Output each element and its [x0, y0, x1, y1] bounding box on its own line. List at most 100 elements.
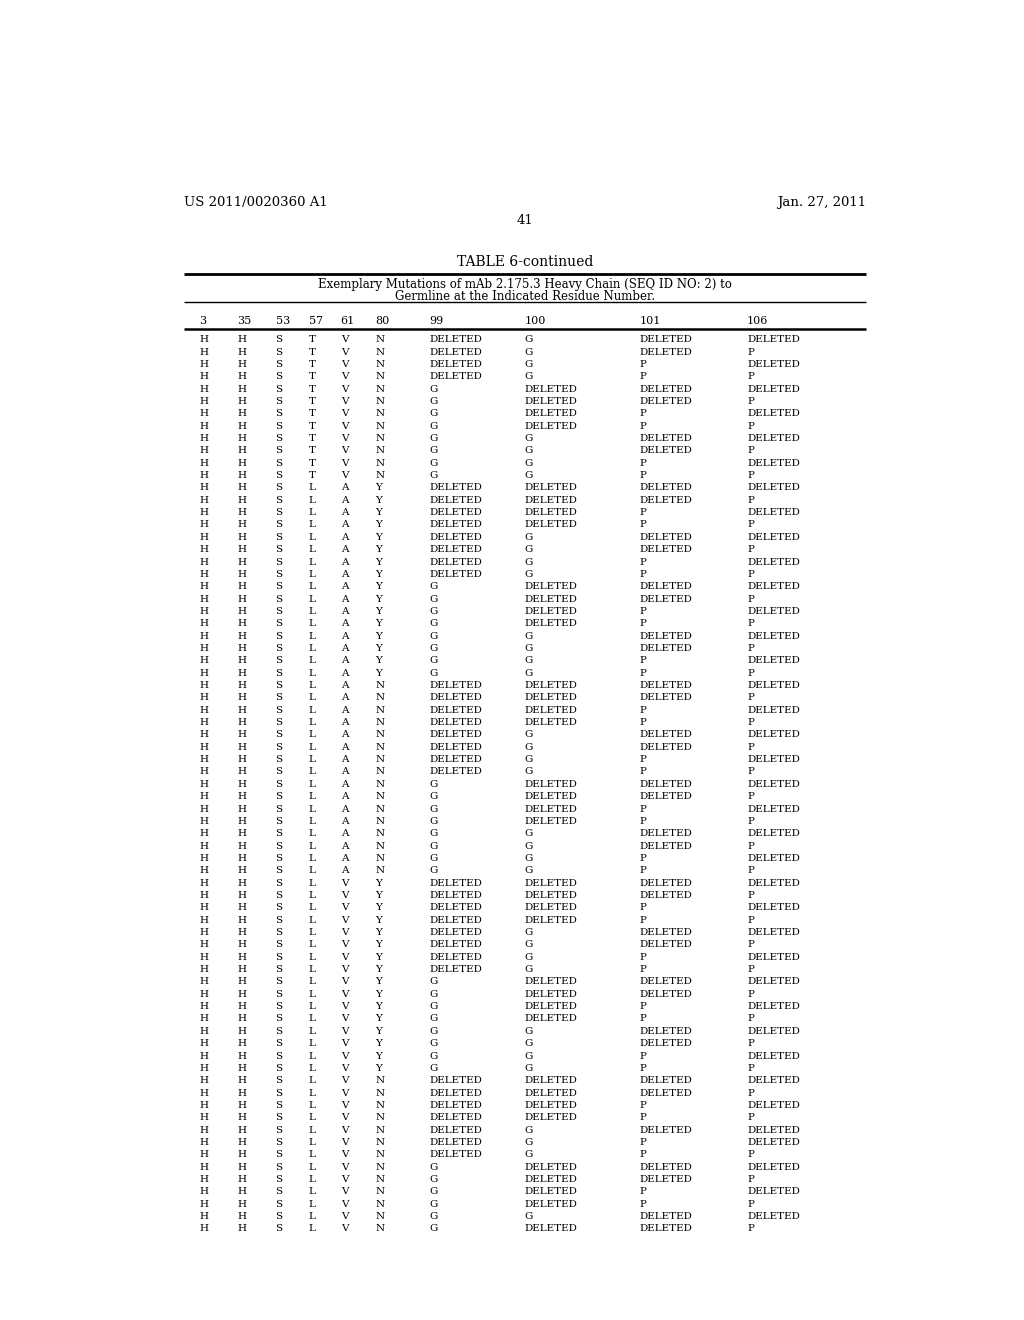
- Text: DELETED: DELETED: [640, 1163, 693, 1172]
- Text: Y: Y: [376, 557, 383, 566]
- Text: T: T: [309, 384, 316, 393]
- Text: N: N: [376, 1188, 385, 1196]
- Text: S: S: [275, 446, 283, 455]
- Text: N: N: [376, 718, 385, 727]
- Text: Y: Y: [376, 1052, 383, 1060]
- Text: L: L: [309, 1002, 315, 1011]
- Text: L: L: [309, 1015, 315, 1023]
- Text: P: P: [748, 817, 754, 826]
- Text: L: L: [309, 570, 315, 579]
- Text: N: N: [376, 421, 385, 430]
- Text: G: G: [430, 1200, 438, 1209]
- Text: P: P: [640, 755, 647, 764]
- Text: G: G: [524, 471, 534, 480]
- Text: S: S: [275, 1188, 283, 1196]
- Text: L: L: [309, 520, 315, 529]
- Text: 35: 35: [238, 315, 252, 326]
- Text: S: S: [275, 1039, 283, 1048]
- Text: H: H: [200, 1212, 209, 1221]
- Text: H: H: [238, 817, 247, 826]
- Text: N: N: [376, 360, 385, 370]
- Text: H: H: [238, 1225, 247, 1233]
- Text: DELETED: DELETED: [430, 953, 482, 962]
- Text: G: G: [430, 1225, 438, 1233]
- Text: L: L: [309, 842, 315, 850]
- Text: G: G: [524, 632, 534, 640]
- Text: T: T: [309, 471, 316, 480]
- Text: H: H: [200, 421, 209, 430]
- Text: G: G: [430, 1052, 438, 1060]
- Text: H: H: [200, 471, 209, 480]
- Text: V: V: [341, 459, 348, 467]
- Text: S: S: [275, 718, 283, 727]
- Text: P: P: [640, 520, 647, 529]
- Text: DELETED: DELETED: [524, 508, 578, 517]
- Text: DELETED: DELETED: [640, 1225, 693, 1233]
- Text: L: L: [309, 1150, 315, 1159]
- Text: A: A: [341, 632, 348, 640]
- Text: A: A: [341, 767, 348, 776]
- Text: P: P: [748, 916, 754, 925]
- Text: S: S: [275, 1225, 283, 1233]
- Text: G: G: [430, 854, 438, 863]
- Text: G: G: [430, 446, 438, 455]
- Text: H: H: [238, 434, 247, 444]
- Text: V: V: [341, 1089, 348, 1097]
- Text: P: P: [748, 1175, 754, 1184]
- Text: V: V: [341, 446, 348, 455]
- Text: P: P: [748, 718, 754, 727]
- Text: 61: 61: [341, 315, 355, 326]
- Text: L: L: [309, 780, 315, 789]
- Text: V: V: [341, 1039, 348, 1048]
- Text: G: G: [430, 384, 438, 393]
- Text: H: H: [200, 644, 209, 653]
- Text: Y: Y: [376, 508, 383, 517]
- Text: P: P: [748, 842, 754, 850]
- Text: H: H: [238, 607, 247, 616]
- Text: L: L: [309, 743, 315, 752]
- Text: G: G: [430, 1163, 438, 1172]
- Text: N: N: [376, 706, 385, 714]
- Text: G: G: [524, 965, 534, 974]
- Text: DELETED: DELETED: [640, 384, 693, 393]
- Text: S: S: [275, 903, 283, 912]
- Text: G: G: [524, 459, 534, 467]
- Text: DELETED: DELETED: [748, 1163, 800, 1172]
- Text: G: G: [430, 1039, 438, 1048]
- Text: DELETED: DELETED: [640, 928, 693, 937]
- Text: DELETED: DELETED: [640, 730, 693, 739]
- Text: H: H: [238, 397, 247, 407]
- Text: L: L: [309, 965, 315, 974]
- Text: 57: 57: [309, 315, 323, 326]
- Text: S: S: [275, 842, 283, 850]
- Text: H: H: [200, 804, 209, 813]
- Text: H: H: [200, 459, 209, 467]
- Text: 101: 101: [640, 315, 662, 326]
- Text: H: H: [238, 730, 247, 739]
- Text: P: P: [748, 1113, 754, 1122]
- Text: DELETED: DELETED: [748, 1002, 800, 1011]
- Text: S: S: [275, 1064, 283, 1073]
- Text: S: S: [275, 804, 283, 813]
- Text: P: P: [640, 409, 647, 418]
- Text: L: L: [309, 607, 315, 616]
- Text: Exemplary Mutations of mAb 2.175.3 Heavy Chain (SEQ ID NO: 2) to: Exemplary Mutations of mAb 2.175.3 Heavy…: [317, 279, 732, 292]
- Text: N: N: [376, 854, 385, 863]
- Text: L: L: [309, 940, 315, 949]
- Text: DELETED: DELETED: [640, 1089, 693, 1097]
- Text: Y: Y: [376, 483, 383, 492]
- Text: DELETED: DELETED: [524, 706, 578, 714]
- Text: Y: Y: [376, 582, 383, 591]
- Text: A: A: [341, 854, 348, 863]
- Text: P: P: [640, 1200, 647, 1209]
- Text: P: P: [748, 792, 754, 801]
- Text: DELETED: DELETED: [524, 693, 578, 702]
- Text: G: G: [430, 977, 438, 986]
- Text: P: P: [640, 706, 647, 714]
- Text: S: S: [275, 953, 283, 962]
- Text: H: H: [238, 459, 247, 467]
- Text: DELETED: DELETED: [524, 1163, 578, 1172]
- Text: G: G: [524, 767, 534, 776]
- Text: P: P: [748, 520, 754, 529]
- Text: DELETED: DELETED: [640, 347, 693, 356]
